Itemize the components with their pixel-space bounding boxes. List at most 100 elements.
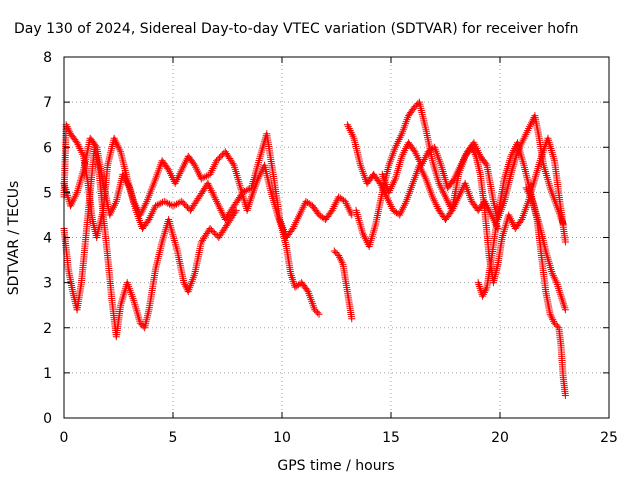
- data-point: [216, 205, 224, 213]
- data-point: [201, 173, 209, 181]
- data-point: [311, 306, 319, 314]
- data-point: [209, 227, 217, 235]
- y-tick-label: 6: [43, 140, 52, 156]
- data-point: [289, 275, 297, 283]
- data-point: [546, 310, 554, 318]
- data-point: [561, 238, 569, 246]
- data-point: [555, 286, 563, 294]
- data-point: [559, 298, 567, 306]
- data-point: [211, 194, 219, 202]
- y-tick-label: 7: [43, 95, 52, 111]
- chart-title: Day 130 of 2024, Sidereal Day-to-day VTE…: [14, 21, 578, 37]
- series-trace-5: [330, 247, 356, 323]
- data-point: [155, 200, 163, 208]
- data-point: [348, 315, 356, 323]
- data-point: [181, 280, 189, 288]
- data-point: [242, 187, 250, 195]
- x-axis-label: GPS time / hours: [277, 458, 394, 474]
- data-point: [164, 199, 172, 207]
- data-point: [479, 292, 487, 300]
- data-point: [336, 253, 344, 261]
- series-trace-9: [474, 139, 569, 399]
- data-point: [180, 279, 188, 287]
- x-tick-label: 0: [60, 430, 69, 446]
- data-point: [229, 160, 237, 168]
- data-point: [92, 142, 100, 150]
- data-point: [528, 117, 536, 125]
- data-point: [330, 247, 338, 255]
- data-point: [475, 282, 483, 290]
- data-point: [241, 187, 249, 195]
- y-axis-label: SDTVAR / TECUs: [6, 181, 22, 296]
- x-tick-label: 5: [169, 430, 178, 446]
- y-tick-labels: 0 1 2 3 4 5 6 7 8: [43, 50, 52, 427]
- data-point: [288, 273, 296, 281]
- data-point: [239, 188, 247, 196]
- data-point: [312, 307, 320, 315]
- y-tick-label: 1: [43, 366, 52, 382]
- data-point: [197, 175, 205, 183]
- data-point: [412, 101, 420, 109]
- data-point: [475, 281, 483, 289]
- data-point: [169, 202, 177, 210]
- data-point: [136, 319, 144, 327]
- data-point: [561, 391, 569, 399]
- data-point: [548, 270, 556, 278]
- data-point: [557, 292, 565, 300]
- data-point: [172, 200, 180, 208]
- data-point: [517, 217, 525, 225]
- data-point: [560, 302, 568, 310]
- series-trace-8: [378, 112, 567, 228]
- data-point: [552, 277, 560, 285]
- data-point: [160, 197, 168, 205]
- data-point: [335, 252, 343, 260]
- data-point: [547, 312, 555, 320]
- data-point: [482, 285, 490, 293]
- gridlines: [64, 57, 609, 418]
- data-point: [338, 259, 346, 267]
- data-point: [157, 199, 165, 207]
- data-point: [208, 226, 216, 234]
- data-point: [217, 206, 225, 214]
- data-point: [527, 119, 535, 127]
- data-point: [213, 197, 221, 205]
- data-point: [138, 321, 146, 329]
- data-point: [555, 284, 563, 292]
- data-point: [527, 121, 535, 129]
- y-tick-label: 0: [43, 411, 52, 427]
- data-point: [209, 190, 217, 198]
- data-point: [182, 202, 190, 210]
- data-point: [216, 154, 224, 162]
- series-trace-6: [343, 121, 502, 232]
- data-point: [558, 296, 566, 304]
- data-point: [549, 271, 557, 279]
- x-tick-labels: 0 5 10 15 20 25: [60, 430, 618, 446]
- data-point: [178, 197, 186, 205]
- data-point: [336, 255, 344, 263]
- data-point: [561, 304, 569, 312]
- data-point: [210, 192, 218, 200]
- data-point: [549, 316, 557, 324]
- data-point: [551, 275, 559, 283]
- data-point: [212, 196, 220, 204]
- data-point: [206, 224, 214, 232]
- y-tick-label: 8: [43, 50, 52, 66]
- data-point: [287, 272, 295, 280]
- data-point: [217, 152, 225, 160]
- y-tick-label: 4: [43, 231, 52, 247]
- data-point: [199, 174, 207, 182]
- data-point: [552, 321, 560, 329]
- data-point: [551, 319, 558, 327]
- data-point: [210, 229, 218, 237]
- data-point: [208, 188, 216, 196]
- data-point: [215, 203, 223, 211]
- data-point: [182, 282, 190, 290]
- data-point: [480, 289, 488, 297]
- data-point: [171, 201, 179, 209]
- data-point: [558, 294, 566, 302]
- data-point: [64, 124, 72, 132]
- series-trace-10: [522, 184, 569, 314]
- data-point: [207, 187, 215, 195]
- y-tick-label: 2: [43, 321, 52, 337]
